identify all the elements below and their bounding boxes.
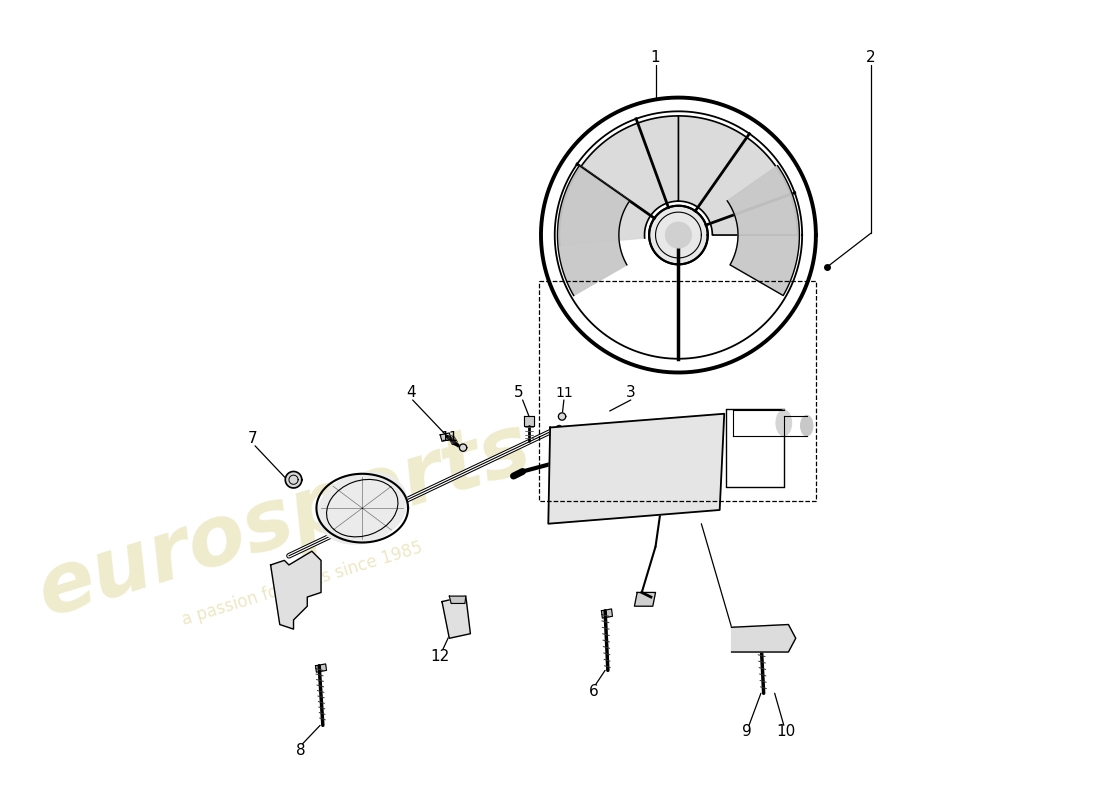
Polygon shape xyxy=(558,166,629,295)
Polygon shape xyxy=(449,596,465,603)
Ellipse shape xyxy=(777,410,792,436)
Text: 6: 6 xyxy=(590,684,600,699)
Text: 11: 11 xyxy=(440,430,459,444)
Polygon shape xyxy=(559,413,565,420)
Text: 3: 3 xyxy=(626,385,636,400)
Polygon shape xyxy=(757,637,768,646)
Text: 2: 2 xyxy=(866,50,876,65)
Polygon shape xyxy=(732,625,795,652)
Polygon shape xyxy=(649,206,707,264)
Text: a passion for parts since 1985: a passion for parts since 1985 xyxy=(180,538,426,629)
Text: 11: 11 xyxy=(556,386,573,400)
Text: 1: 1 xyxy=(651,50,660,65)
Text: 5: 5 xyxy=(514,385,524,400)
Text: 7: 7 xyxy=(248,431,257,446)
Polygon shape xyxy=(602,609,613,618)
Polygon shape xyxy=(442,596,471,638)
Polygon shape xyxy=(440,433,451,442)
Text: 4: 4 xyxy=(406,385,416,400)
Polygon shape xyxy=(316,664,327,672)
Polygon shape xyxy=(635,593,656,606)
Text: 12: 12 xyxy=(430,649,450,664)
Text: 10: 10 xyxy=(776,724,795,739)
Polygon shape xyxy=(679,116,798,235)
Text: 9: 9 xyxy=(742,724,752,739)
Polygon shape xyxy=(727,166,800,295)
Ellipse shape xyxy=(318,472,407,544)
Polygon shape xyxy=(548,414,724,524)
Text: 8: 8 xyxy=(296,743,306,758)
Bar xyxy=(539,281,816,501)
Text: eurosports: eurosports xyxy=(28,406,541,633)
Polygon shape xyxy=(460,444,466,451)
Ellipse shape xyxy=(801,415,813,436)
Polygon shape xyxy=(666,222,691,248)
Polygon shape xyxy=(271,551,321,629)
Polygon shape xyxy=(285,471,301,488)
Polygon shape xyxy=(559,116,679,246)
Polygon shape xyxy=(525,417,533,426)
